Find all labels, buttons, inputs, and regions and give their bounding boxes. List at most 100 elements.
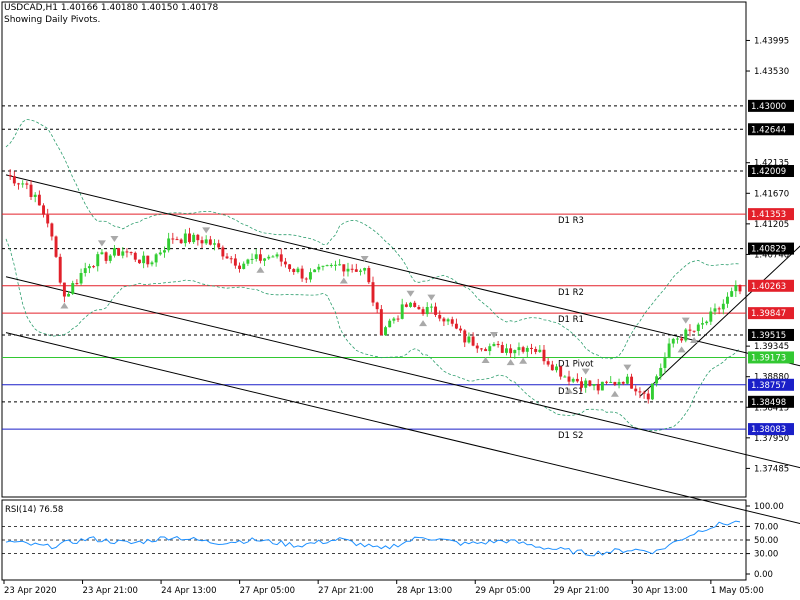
candle-body (530, 347, 533, 349)
candle (96, 251, 100, 272)
candle (92, 265, 96, 269)
candle-body (384, 327, 387, 336)
candle (459, 325, 463, 333)
level-tag-bg (748, 123, 794, 136)
time-tick-label: 27 Apr 21:00 (318, 586, 373, 596)
candle-body (208, 239, 212, 245)
candle-body (296, 268, 300, 273)
pivot-tag-value: 1.39173 (751, 353, 786, 363)
main-plot-frame (1, 1, 747, 498)
candle-body (50, 223, 54, 237)
candle (646, 389, 650, 404)
pivot-tag: 1.38757 (748, 378, 794, 391)
candle-body (75, 283, 79, 285)
candle-body (158, 252, 162, 255)
candle (242, 261, 246, 270)
candle (154, 252, 158, 267)
time-tick-label: 28 Apr 13:00 (397, 586, 452, 596)
candle (496, 341, 500, 348)
candle-body (421, 309, 425, 315)
candle-body (630, 376, 634, 389)
level-tag-value: 1.42009 (751, 167, 786, 177)
candle (279, 248, 283, 267)
candle (342, 264, 346, 277)
candle-body (46, 214, 50, 224)
pivot-tag: 1.39173 (748, 351, 794, 364)
candle-body (659, 367, 663, 377)
candle (738, 284, 742, 295)
candle-body (613, 381, 617, 385)
level-tag-bg (748, 395, 794, 408)
fractal-down-marker (610, 390, 619, 397)
candle (363, 267, 367, 275)
candle (688, 324, 692, 337)
candle-body (634, 388, 638, 392)
level-tag-value: 1.38498 (751, 398, 786, 408)
candles (8, 169, 742, 404)
candle-body (429, 306, 433, 308)
candle-body (525, 347, 529, 352)
candle (112, 245, 116, 258)
candle-body (542, 349, 546, 362)
candle (62, 282, 66, 303)
candle (204, 235, 208, 245)
candle-body (8, 175, 12, 177)
candle (454, 318, 458, 330)
fractal-down-marker (677, 346, 686, 353)
candle-body (413, 302, 417, 307)
candle-body (717, 308, 721, 310)
candle-body (250, 258, 254, 260)
candle-body (442, 318, 446, 322)
candle-body (488, 346, 492, 352)
candle-body (454, 323, 458, 329)
time-tick-label: 29 Apr 05:00 (475, 586, 530, 596)
candle (434, 302, 438, 318)
channel-middle-line (5, 276, 800, 469)
time-axis: 23 Apr 2020 23 Apr 21:00 24 Apr 13:00 27 Ap… (3, 580, 764, 596)
candle (538, 345, 542, 353)
candle-body (596, 384, 600, 391)
time-tick-label: 27 Apr 05:00 (240, 586, 295, 596)
candle-body (463, 330, 467, 343)
candle-body (175, 239, 179, 241)
pivot-tag-value: 1.38757 (751, 381, 786, 391)
candle-body (300, 268, 304, 279)
level-tag: 1.38498 (748, 395, 794, 408)
candle-body (117, 248, 121, 256)
candle-body (534, 348, 538, 352)
candle (550, 360, 554, 371)
candle (158, 249, 162, 256)
candle-body (471, 336, 475, 346)
candle-body (304, 278, 308, 280)
candle-body (417, 306, 421, 310)
pivot-tag-value: 1.40263 (751, 282, 786, 292)
candle (325, 264, 329, 267)
pivot-tag-bg (748, 351, 794, 364)
price-tick-label: 1.41670 (754, 189, 789, 199)
candle-body (484, 349, 488, 352)
candle-body (592, 384, 596, 386)
candle-body (29, 184, 33, 197)
candle (346, 262, 350, 277)
candle (146, 255, 150, 268)
candle-body (33, 194, 37, 197)
candle-body (58, 256, 62, 283)
candle (675, 336, 679, 344)
candle (296, 266, 300, 274)
candle-body (96, 254, 100, 267)
candle-body (696, 324, 700, 332)
candle (304, 277, 308, 283)
candle-body (329, 264, 333, 266)
candle-body (675, 338, 679, 340)
fractal-up-marker (202, 227, 211, 234)
level-tag: 1.43000 (748, 99, 794, 112)
price-tick-label: 1.37485 (754, 464, 789, 474)
candle (396, 315, 400, 323)
candle (680, 336, 684, 343)
time-tick-label: 29 Apr 21:00 (554, 586, 609, 596)
candle (121, 247, 125, 259)
candle (642, 390, 646, 399)
fractal-up-marker (681, 317, 690, 324)
candle (308, 268, 312, 283)
